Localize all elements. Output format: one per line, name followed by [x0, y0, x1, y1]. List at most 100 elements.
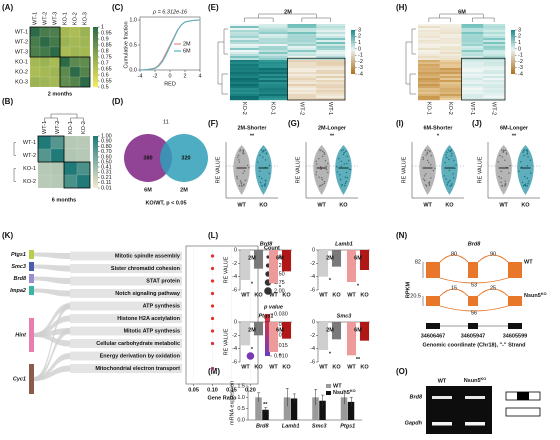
violin-point [424, 179, 426, 182]
violin-point [509, 164, 511, 167]
violin-point [320, 168, 322, 170]
sankey-link [34, 333, 70, 347]
heatmap-strip [483, 24, 506, 27]
violin-point [498, 176, 500, 178]
y-tick-label: 0 [234, 247, 237, 253]
junction [477, 254, 509, 263]
significance: ** [263, 402, 268, 408]
violin-point [426, 152, 429, 155]
legend-label: 1.75 [274, 280, 285, 286]
heatmap-strip [439, 92, 462, 95]
violin-point [523, 154, 525, 157]
heatmap-strip [418, 38, 440, 41]
coverage [426, 262, 440, 278]
panel-label: (K) [2, 231, 13, 240]
heatmap-strip [483, 92, 506, 95]
heatmap-strip [316, 56, 346, 59]
period-label: 2M [326, 327, 334, 333]
violin-point [526, 153, 528, 155]
violin-point [425, 154, 428, 156]
heatmap-strip [483, 68, 506, 71]
heatmap-strip [483, 78, 506, 81]
heat-cell [29, 46, 41, 58]
heat-cell [79, 36, 91, 48]
heat-cell [59, 76, 71, 88]
y-tick-label: -4 [232, 274, 237, 280]
heatmap-strip [316, 46, 346, 49]
term-band [70, 351, 182, 361]
violin-point [499, 154, 501, 157]
violin-point [257, 161, 259, 163]
violin-point [341, 183, 343, 186]
heatmap-strip [258, 68, 288, 71]
heatmap-strip [230, 80, 259, 83]
heatmap-strip [418, 86, 440, 89]
violin-point [522, 185, 525, 187]
violin-point [327, 162, 329, 165]
heatmap-strip [439, 38, 462, 41]
violin-point [449, 150, 452, 152]
track-label-sup: KO [541, 292, 547, 296]
row-label: WT-1 [15, 29, 28, 35]
heatmap-strip [439, 88, 462, 91]
heat-cell [69, 76, 81, 88]
colorbar-label: -3 [358, 65, 363, 71]
violin-point [259, 170, 261, 172]
row-label: WT-1 [23, 140, 36, 146]
heatmap-strip [258, 64, 288, 67]
heatmap-strip [316, 34, 346, 37]
row-label: WT-3 [15, 49, 28, 55]
term-label: Energy derivation by oxidation [100, 353, 181, 359]
heatmap-strip [461, 74, 484, 77]
column-label: KO-2 [447, 102, 453, 115]
y-tick-label: -6 [232, 287, 237, 293]
error-bar [292, 393, 296, 403]
violin-point [448, 158, 450, 161]
panel-label: (F) [208, 119, 219, 128]
violin-point [432, 169, 435, 172]
gene-bar [29, 286, 34, 295]
heatmap-strip [418, 50, 440, 53]
term-band [70, 314, 182, 323]
heatmap-strip [418, 98, 440, 101]
heatmap-strip [418, 34, 440, 37]
heatmap-strip [230, 58, 259, 61]
exon [468, 323, 478, 329]
colorbar-label: 0.50 [101, 160, 112, 166]
heatmap-strip [461, 78, 484, 81]
heatmap-strip [230, 96, 259, 99]
violin-point [320, 184, 322, 187]
heatmap-strip [287, 34, 317, 37]
heatmap-strip [439, 48, 462, 51]
violin-point [450, 184, 453, 186]
heat-cell [59, 66, 71, 78]
heatmap-strip [439, 68, 462, 71]
colorbar-label: 0.80 [101, 144, 112, 150]
junction-count: 56 [471, 310, 477, 316]
bar [346, 250, 357, 282]
line-series [139, 19, 201, 71]
coordinate-label: 34606467 [421, 333, 445, 339]
violin-point [346, 162, 348, 165]
heatmap-strip [439, 86, 462, 89]
error-bar [257, 392, 261, 402]
violin-point [445, 154, 447, 156]
heatmap-strip [258, 32, 288, 35]
heatmap-strip [439, 74, 462, 77]
panel-label: (A) [2, 3, 13, 12]
heatmap-strip [483, 42, 506, 45]
violin-point [261, 177, 263, 180]
venn-label: 2M [180, 187, 188, 193]
legend-label: 2.00 [274, 288, 285, 294]
heatmap-strip [439, 62, 462, 65]
cluster-box [287, 57, 346, 101]
heat-cell [29, 36, 41, 48]
dendrogram [428, 13, 495, 22]
sankey-link [34, 252, 70, 259]
violin-point [319, 185, 321, 187]
violin-point [319, 166, 322, 168]
junction-count: 80 [451, 251, 457, 257]
violin-point [428, 184, 431, 186]
heatmap-strip [258, 72, 288, 75]
violin-point [445, 156, 448, 159]
